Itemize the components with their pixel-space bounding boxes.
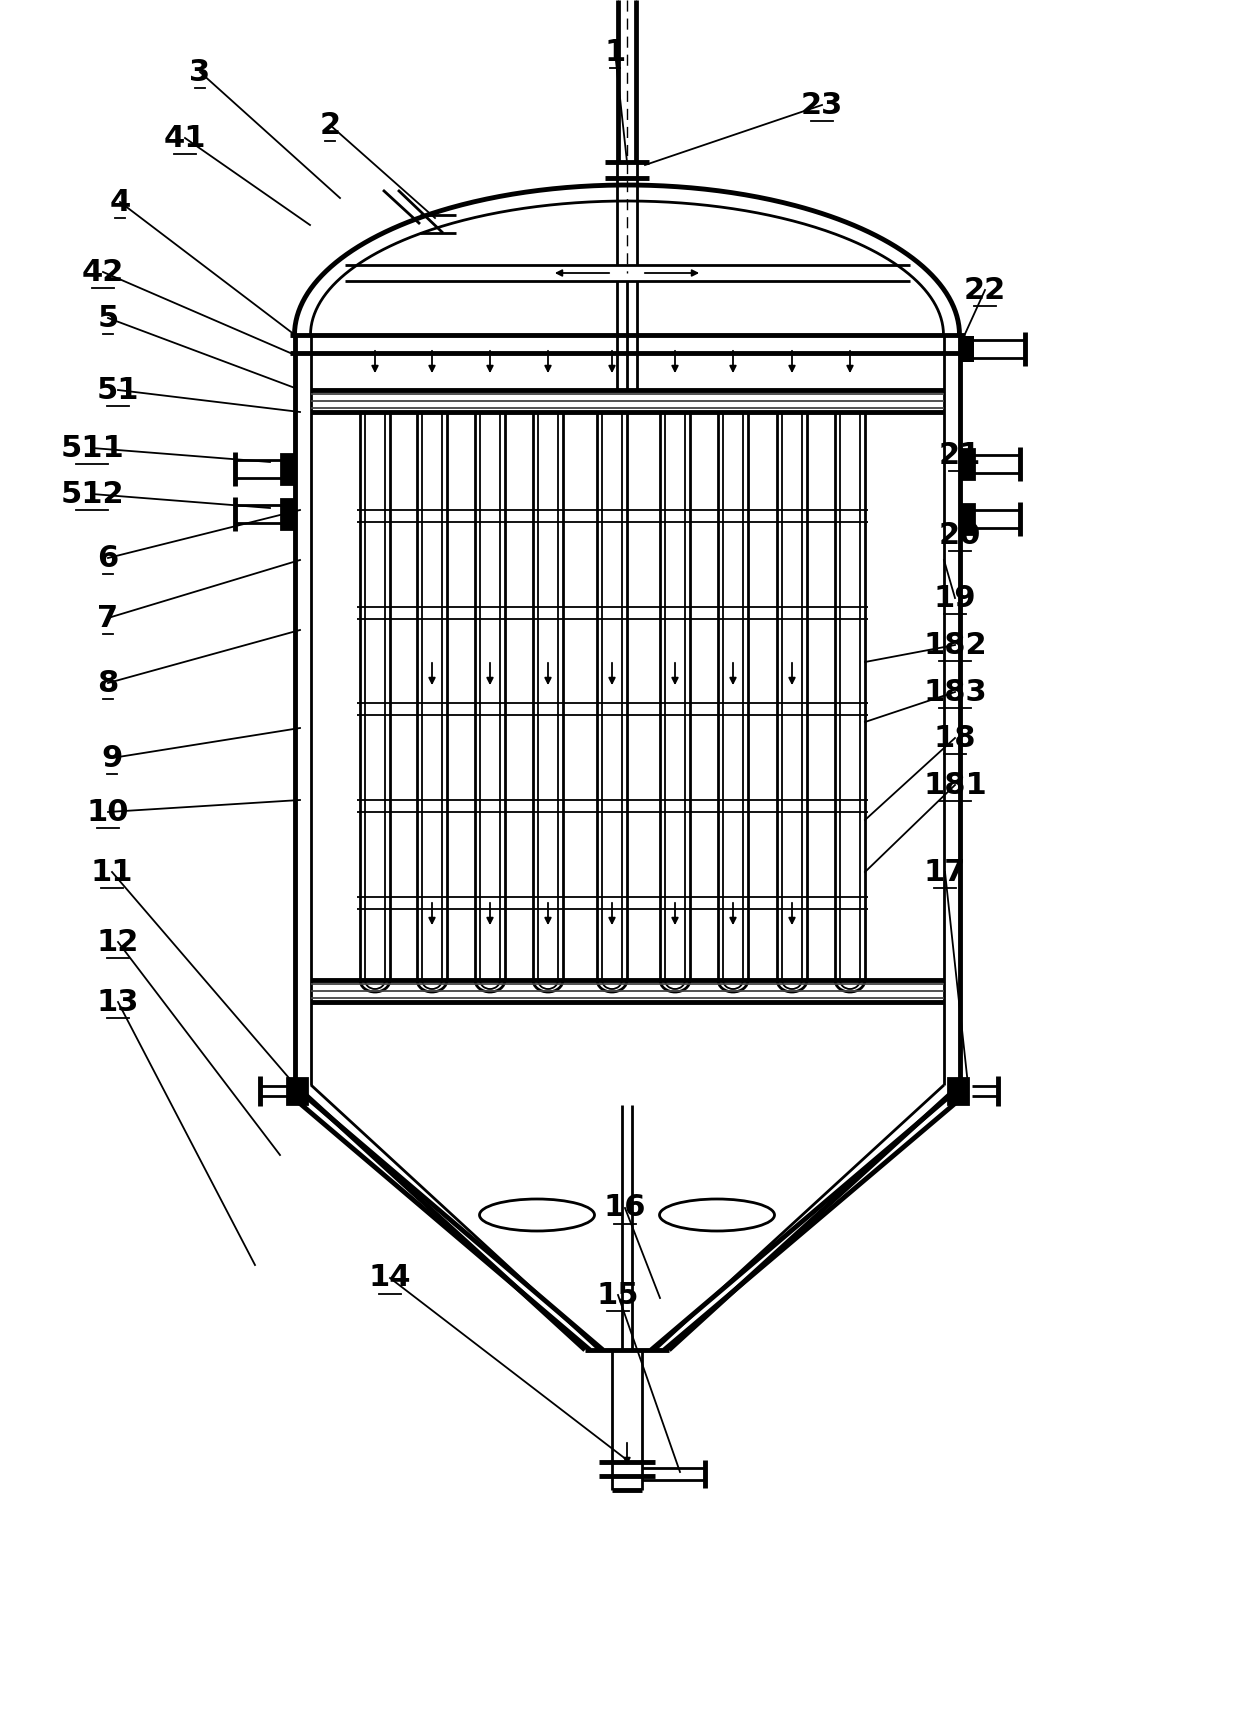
Text: 23: 23 <box>801 90 843 120</box>
Text: 6: 6 <box>98 543 119 572</box>
Bar <box>960 336 973 362</box>
Text: 18: 18 <box>934 723 976 753</box>
Text: 22: 22 <box>963 276 1006 305</box>
Bar <box>281 499 295 529</box>
Text: 7: 7 <box>98 603 119 633</box>
Text: 182: 182 <box>924 631 987 659</box>
Bar <box>960 505 973 534</box>
Text: 512: 512 <box>61 480 124 508</box>
Bar <box>949 1079 968 1105</box>
Text: 3: 3 <box>190 57 211 87</box>
Bar <box>281 454 295 484</box>
Text: 16: 16 <box>604 1193 646 1222</box>
Text: 4: 4 <box>109 187 130 217</box>
Text: 1: 1 <box>604 38 626 66</box>
Text: 19: 19 <box>934 584 976 612</box>
Text: 181: 181 <box>923 770 987 799</box>
Text: 42: 42 <box>82 258 124 286</box>
Ellipse shape <box>660 1198 775 1231</box>
Text: 10: 10 <box>87 798 129 827</box>
Ellipse shape <box>480 1198 594 1231</box>
Text: 511: 511 <box>60 434 124 463</box>
Bar <box>960 449 973 479</box>
Text: 41: 41 <box>164 123 206 153</box>
Text: 183: 183 <box>924 678 987 706</box>
Text: 21: 21 <box>939 440 981 470</box>
Text: 17: 17 <box>924 858 966 886</box>
Text: 8: 8 <box>98 669 119 697</box>
Text: 51: 51 <box>97 376 139 404</box>
Text: 14: 14 <box>368 1264 412 1292</box>
Bar <box>286 1079 308 1105</box>
Text: 5: 5 <box>98 303 119 333</box>
Text: 12: 12 <box>97 928 139 957</box>
Text: 20: 20 <box>939 520 981 550</box>
Text: 9: 9 <box>102 744 123 773</box>
Text: 2: 2 <box>320 111 341 139</box>
Text: 13: 13 <box>97 987 139 1016</box>
Text: 11: 11 <box>91 858 133 886</box>
Text: 15: 15 <box>596 1280 640 1309</box>
